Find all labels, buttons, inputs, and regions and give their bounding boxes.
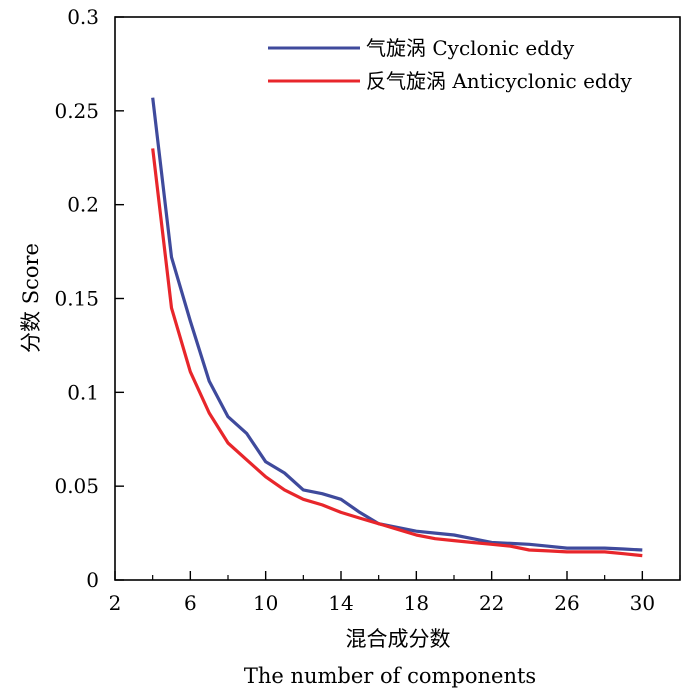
y-tick-label: 0.05	[54, 474, 99, 498]
y-axis-title: 分数 Score	[19, 243, 43, 353]
series-layer	[151, 97, 643, 558]
series-line-anticyclonic	[151, 148, 643, 558]
legend-label-anticyclonic: 反气旋涡 Anticyclonic eddy	[366, 69, 633, 93]
y-tick-label: 0.3	[67, 5, 99, 29]
legend-label-cyclonic: 气旋涡 Cyclonic eddy	[366, 36, 575, 60]
x-tick-label: 6	[184, 591, 197, 615]
y-tick-label: 0.1	[67, 380, 99, 404]
legend: 气旋涡 Cyclonic eddy 反气旋涡 Anticyclonic eddy	[268, 36, 633, 93]
x-tick-label: 26	[554, 591, 579, 615]
x-tick-label: 10	[253, 591, 278, 615]
x-tick-label: 18	[404, 591, 429, 615]
x-tick-label: 14	[328, 591, 353, 615]
y-tick-label: 0	[86, 568, 99, 592]
x-tick-label: 2	[109, 591, 122, 615]
y-tick-label: 0.2	[67, 193, 99, 217]
y-tick-label: 0.25	[54, 99, 99, 123]
y-tick-label: 0.15	[54, 287, 99, 311]
plot-frame	[114, 16, 681, 581]
x-tick-label: 30	[630, 591, 655, 615]
x-tick-label: 22	[479, 591, 504, 615]
x-axis-title-cn: 混合成分数	[346, 627, 451, 651]
series-line-cyclonic	[151, 97, 643, 552]
x-axis-title-en: The number of components	[244, 664, 536, 688]
